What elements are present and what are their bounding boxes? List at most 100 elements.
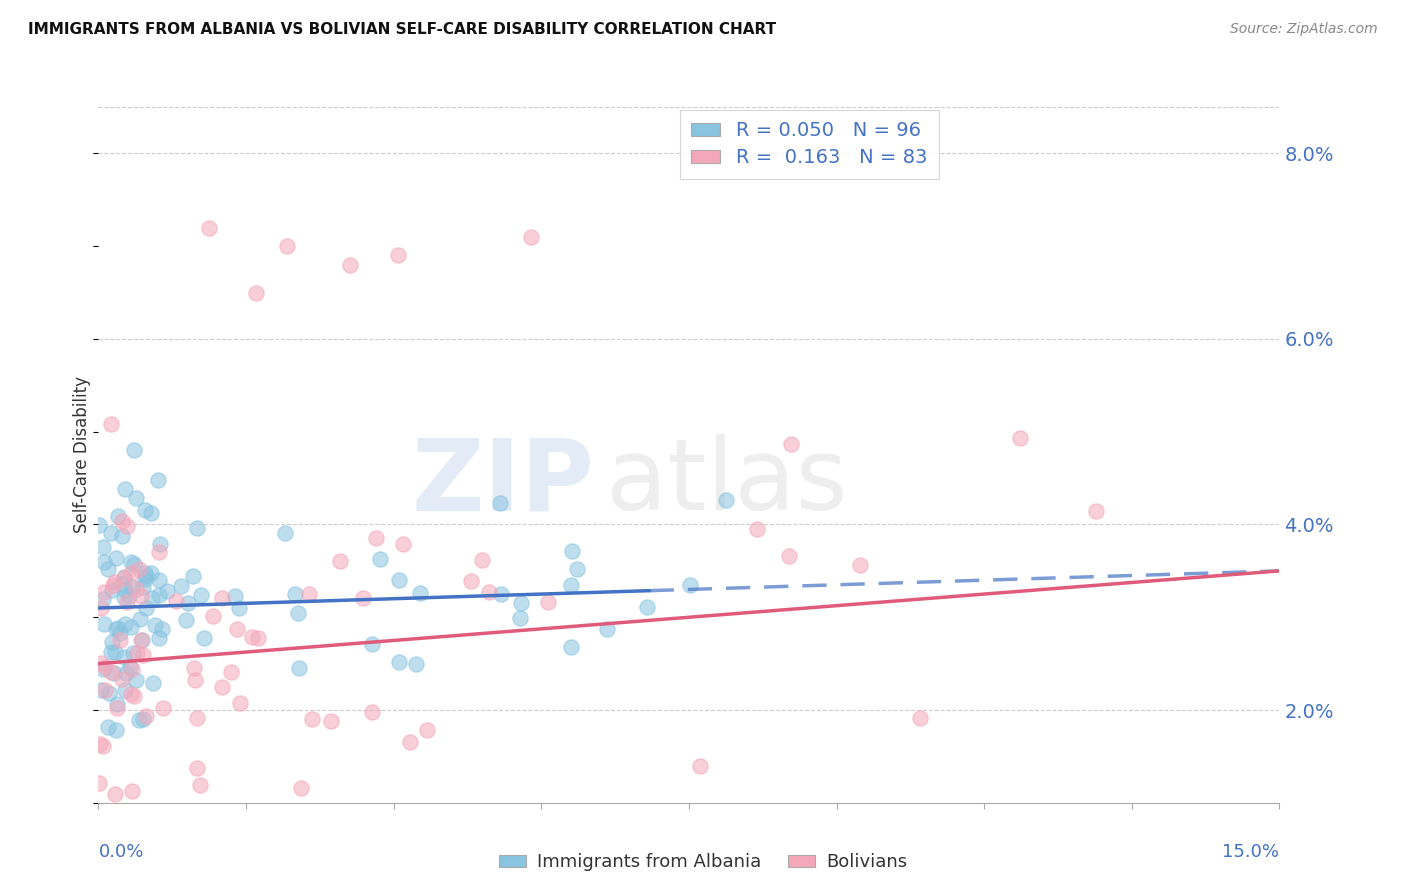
Point	[91, 739, 114, 753]
Point	[125, 646, 148, 660]
Point	[122, 557, 145, 571]
Point	[471, 552, 494, 566]
Point	[87, 776, 110, 790]
Point	[120, 555, 142, 569]
Point	[104, 805, 127, 819]
Point	[388, 655, 411, 669]
Legend: Immigrants from Albania, Bolivians: Immigrants from Albania, Bolivians	[492, 847, 914, 879]
Point	[100, 583, 122, 598]
Point	[90, 683, 112, 698]
Point	[245, 285, 267, 300]
Text: atlas: atlas	[606, 434, 848, 532]
Point	[122, 443, 145, 458]
Point	[125, 673, 148, 687]
Point	[177, 596, 200, 610]
Point	[170, 579, 193, 593]
Point	[228, 601, 250, 615]
Point	[90, 657, 112, 671]
Point	[388, 573, 411, 587]
Point	[537, 595, 560, 609]
Point	[112, 591, 135, 605]
Point	[121, 580, 143, 594]
Point	[105, 551, 128, 566]
Point	[561, 543, 583, 558]
Point	[489, 496, 512, 510]
Point	[321, 714, 343, 728]
Point	[509, 596, 531, 610]
Text: Source: ZipAtlas.com: Source: ZipAtlas.com	[1230, 22, 1378, 37]
Point	[93, 617, 115, 632]
Point	[301, 712, 323, 726]
Point	[143, 618, 166, 632]
Point	[1010, 431, 1032, 445]
Point	[90, 600, 112, 615]
Point	[197, 220, 219, 235]
Point	[112, 570, 135, 584]
Point	[93, 585, 115, 599]
Point	[100, 804, 122, 818]
Point	[118, 589, 141, 603]
Point	[114, 665, 136, 680]
Point	[105, 723, 128, 737]
Point	[114, 583, 136, 598]
Point	[129, 612, 152, 626]
Point	[908, 710, 931, 724]
Point	[97, 562, 120, 576]
Point	[91, 540, 114, 554]
Point	[89, 517, 111, 532]
Point	[409, 586, 432, 600]
Point	[186, 711, 208, 725]
Point	[110, 632, 132, 647]
Point	[190, 588, 212, 602]
Point	[520, 230, 543, 244]
Point	[460, 574, 482, 588]
Point	[104, 622, 127, 636]
Point	[679, 577, 702, 591]
Point	[132, 712, 155, 726]
Point	[100, 645, 122, 659]
Point	[339, 258, 361, 272]
Point	[141, 506, 163, 520]
Point	[240, 805, 263, 819]
Point	[134, 566, 156, 581]
Point	[150, 622, 173, 636]
Point	[124, 689, 146, 703]
Point	[560, 578, 582, 592]
Point	[219, 665, 242, 680]
Point	[778, 549, 800, 563]
Point	[104, 787, 127, 801]
Point	[533, 805, 555, 819]
Point	[399, 735, 422, 749]
Point	[152, 700, 174, 714]
Point	[361, 637, 384, 651]
Point	[134, 502, 156, 516]
Point	[186, 761, 208, 775]
Point	[115, 595, 138, 609]
Point	[560, 640, 582, 655]
Point	[100, 665, 122, 679]
Point	[849, 558, 872, 573]
Point	[131, 632, 153, 647]
Point	[93, 659, 115, 673]
Point	[107, 621, 129, 635]
Point	[100, 417, 122, 431]
Point	[405, 657, 427, 671]
Point	[117, 518, 139, 533]
Point	[108, 626, 131, 640]
Point	[91, 592, 114, 607]
Point	[135, 601, 157, 615]
Point	[780, 437, 803, 451]
Point	[274, 525, 297, 540]
Point	[132, 648, 155, 663]
Point	[193, 631, 215, 645]
Point	[120, 566, 142, 581]
Point	[225, 622, 247, 636]
Point	[165, 593, 187, 607]
Point	[103, 665, 125, 680]
Point	[101, 577, 124, 591]
Point	[93, 555, 115, 569]
Point	[183, 661, 205, 675]
Point	[329, 554, 352, 568]
Point	[121, 662, 143, 676]
Point	[122, 646, 145, 660]
